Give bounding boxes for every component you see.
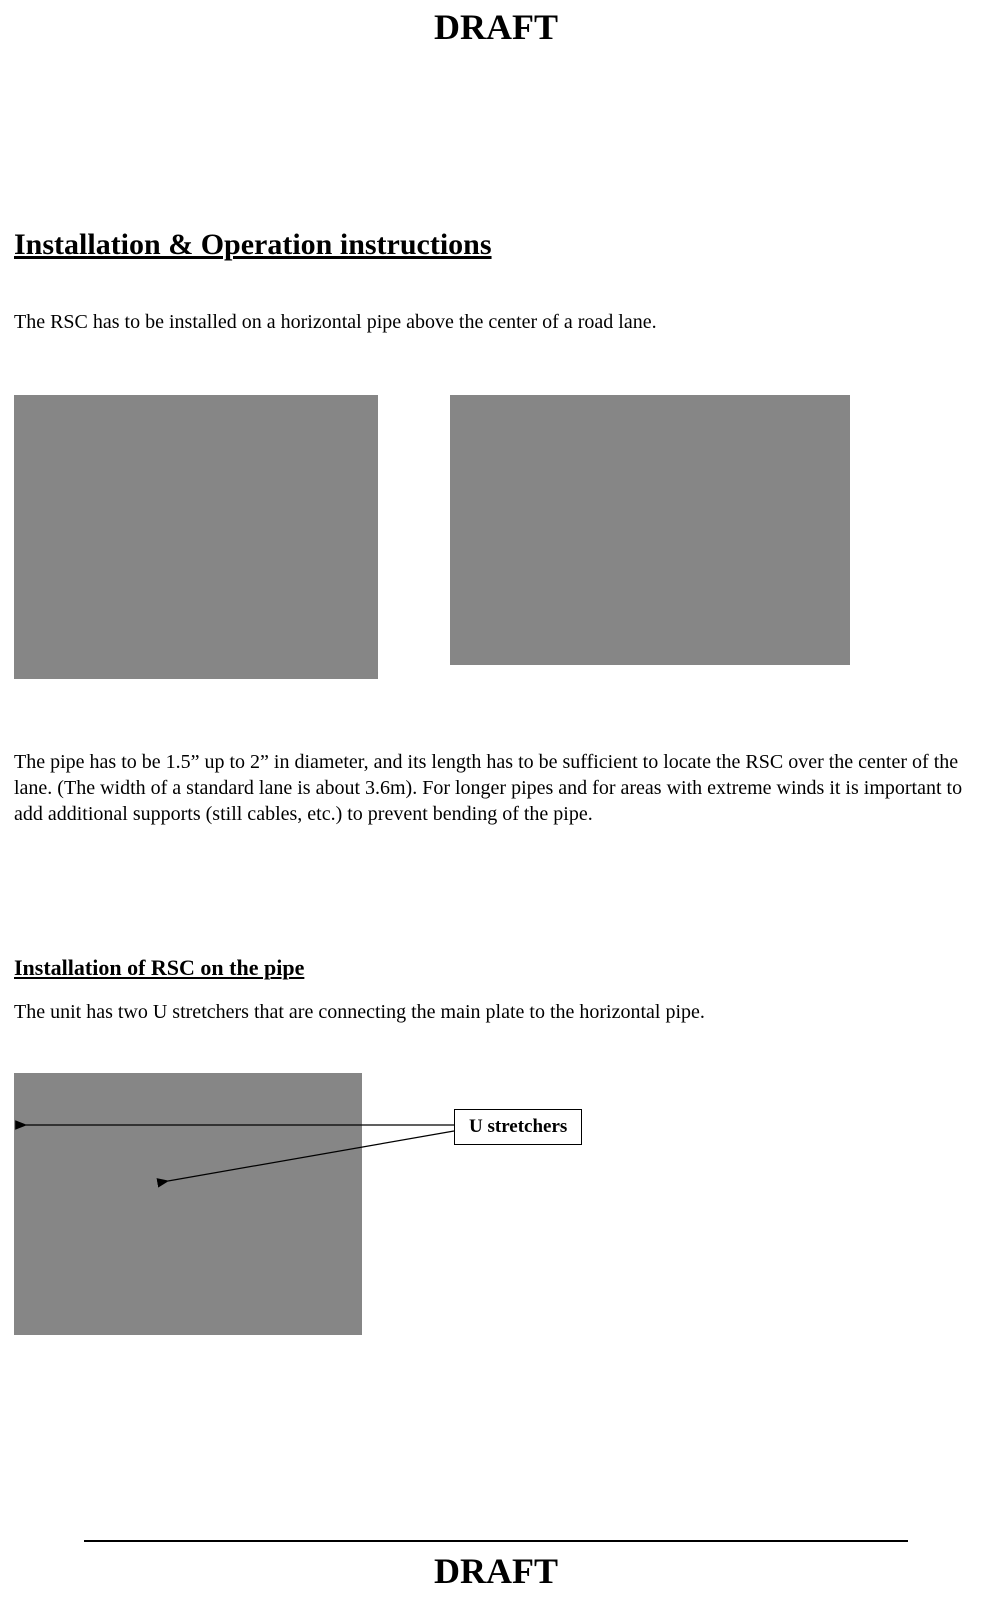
footer-rule <box>84 1540 908 1542</box>
u-stretchers-paragraph: The unit has two U stretchers that are c… <box>14 999 978 1025</box>
page-content: Installation & Operation instructions Th… <box>0 228 992 1335</box>
installation-photo-1 <box>14 395 378 679</box>
image-row-1 <box>14 395 978 679</box>
installation-photo-2 <box>450 395 850 665</box>
main-heading: Installation & Operation instructions <box>14 228 978 262</box>
u-stretchers-diagram: U stretchers <box>14 1073 978 1335</box>
footer-watermark: DRAFT <box>0 1550 992 1592</box>
sub-heading: Installation of RSC on the pipe <box>14 955 978 981</box>
intro-paragraph: The RSC has to be installed on a horizon… <box>14 310 978 335</box>
u-stretchers-label: U stretchers <box>454 1109 582 1145</box>
pipe-spec-paragraph: The pipe has to be 1.5” up to 2” in diam… <box>14 749 978 827</box>
u-stretchers-photo <box>14 1073 362 1335</box>
header-watermark: DRAFT <box>0 6 992 48</box>
